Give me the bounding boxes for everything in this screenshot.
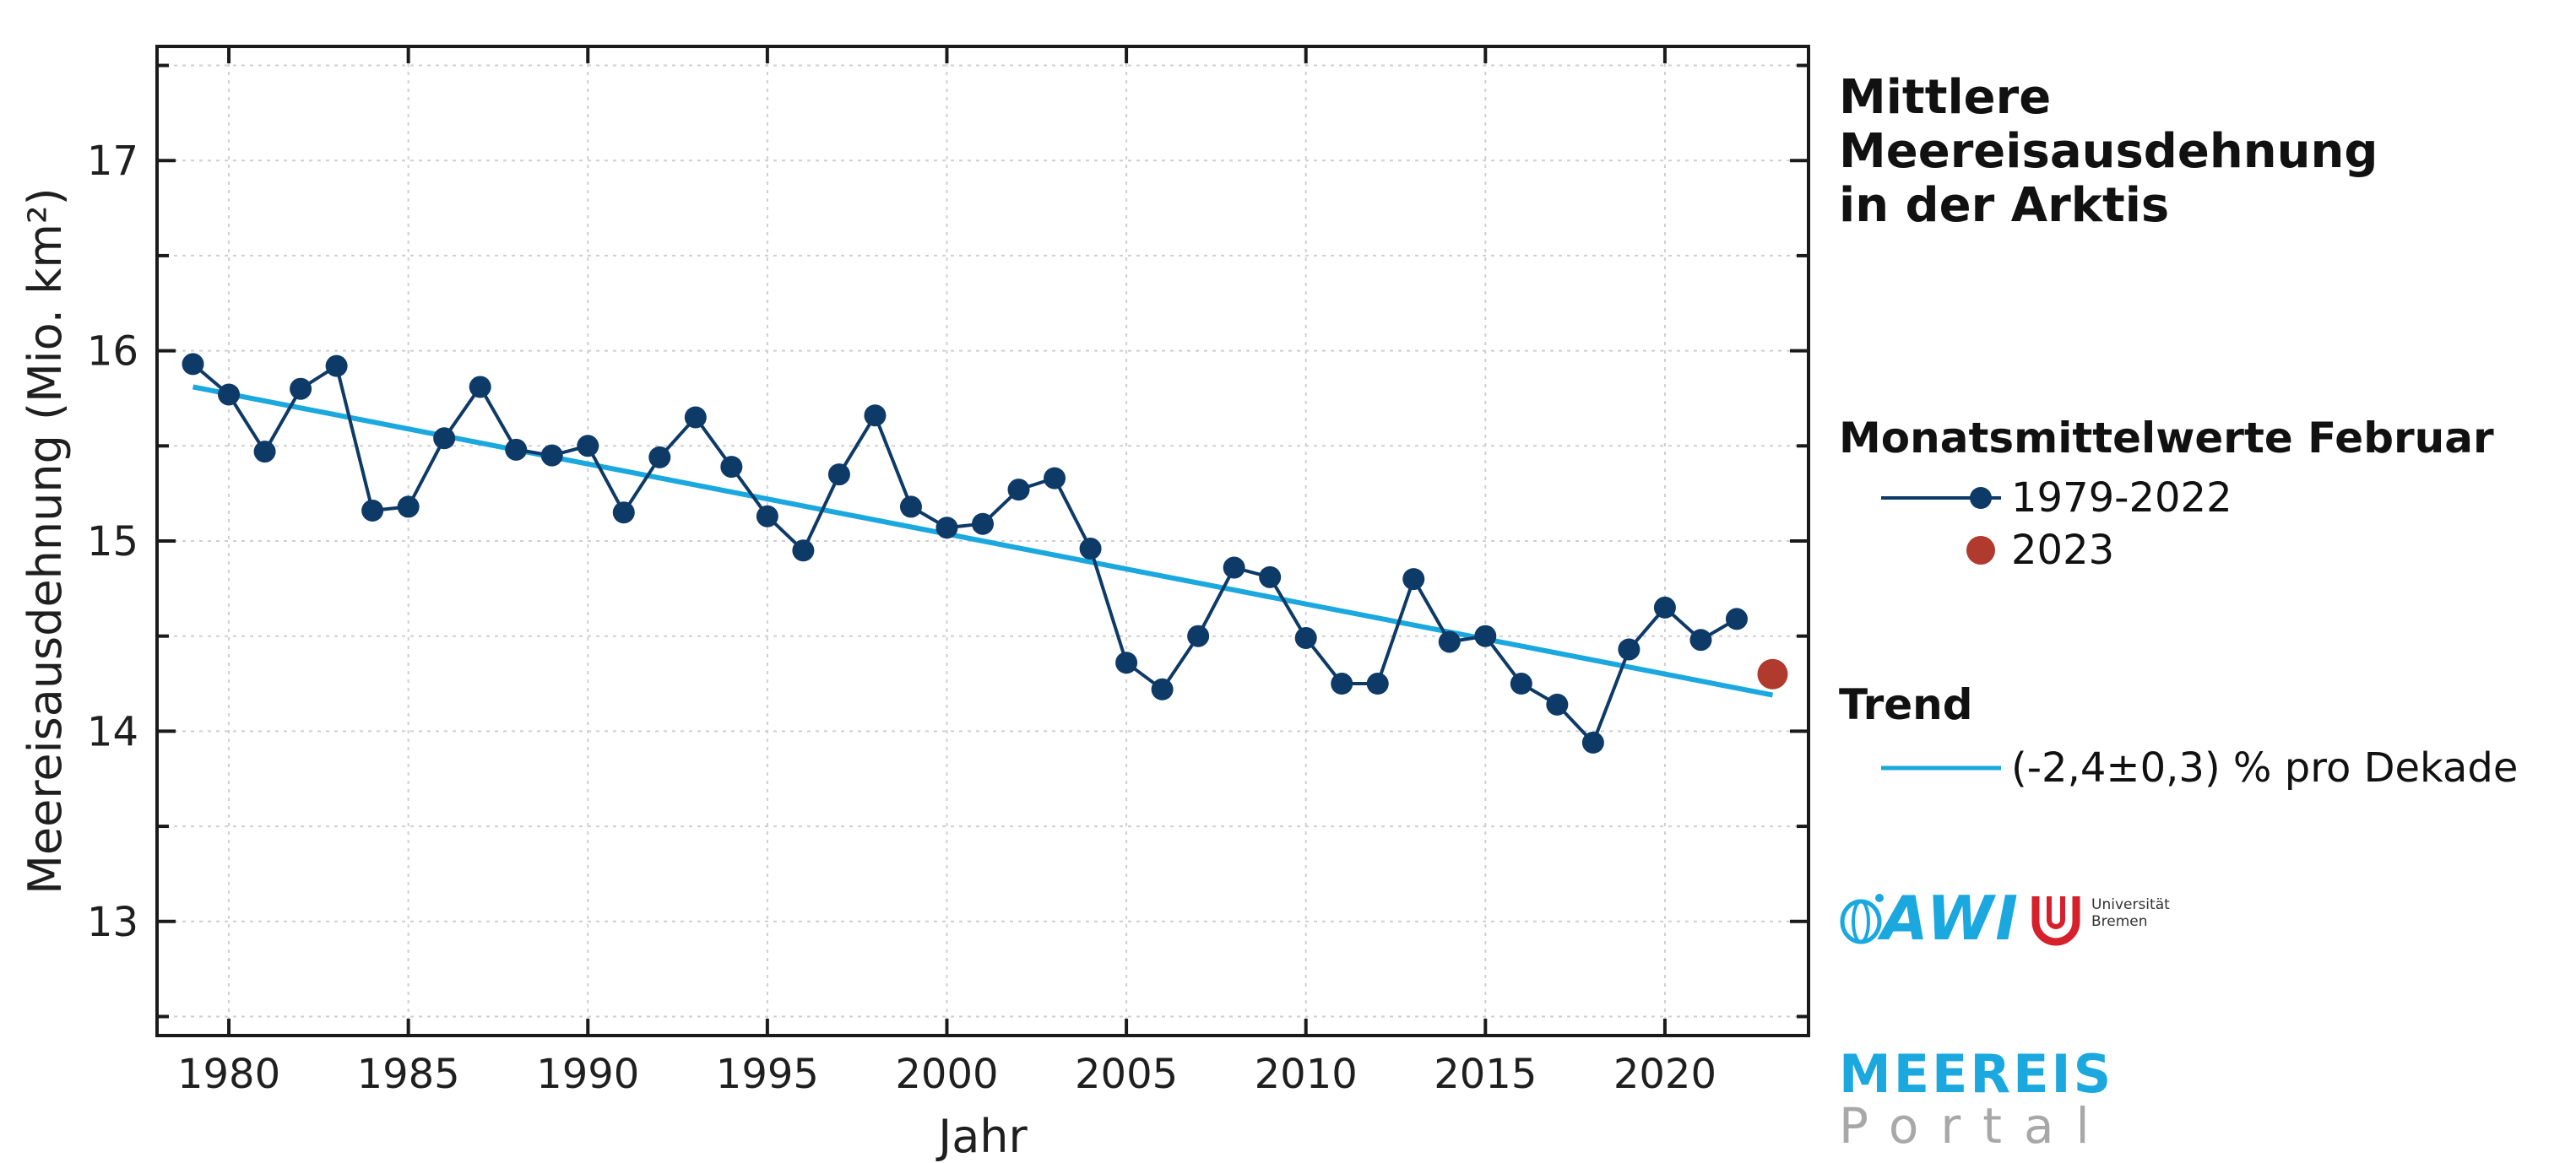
- series-point: [433, 427, 456, 450]
- x-tick-label: 1990: [536, 1051, 639, 1098]
- legend-highlight-label: 2023: [2011, 527, 2115, 574]
- series-point: [1223, 556, 1245, 579]
- y-tick-label: 15: [87, 518, 138, 565]
- series-point: [577, 435, 599, 457]
- y-tick-label: 17: [87, 138, 138, 185]
- series-point: [612, 501, 635, 524]
- y-tick-labels: 13 14 15 16 17: [87, 138, 138, 946]
- series-layer: [182, 353, 1788, 754]
- uni-bremen-logo: Universität Bremen: [2031, 890, 2199, 957]
- series-point: [182, 353, 204, 376]
- series-point: [1689, 629, 1712, 652]
- series-point: [756, 505, 778, 527]
- x-tick-label: 1980: [177, 1051, 280, 1098]
- series-point: [1618, 638, 1641, 661]
- y-tick-label: 16: [87, 328, 138, 376]
- x-tick-label: 2010: [1255, 1051, 1358, 1098]
- grid-lines: [157, 46, 1809, 1036]
- legend-group-monthly: Monatsmittelwerte Februar: [1839, 414, 2494, 462]
- series-point: [1187, 625, 1210, 647]
- series-point: [1653, 596, 1676, 619]
- y-tick-label: 14: [87, 708, 138, 755]
- series-point: [218, 383, 241, 406]
- meereisportal-logo-line2: Portal: [1839, 1097, 2112, 1155]
- trend-layer: [192, 384, 1774, 698]
- highlight-point-2023: [1757, 658, 1788, 690]
- x-tick-labels: 1980 1985 1990 1995 2000 2005 2010 2015 2020: [177, 1051, 1716, 1098]
- series-point: [1115, 652, 1138, 674]
- series-point: [290, 377, 312, 400]
- series-point: [864, 404, 887, 427]
- series-line: [192, 362, 1738, 746]
- x-tick-label: 1985: [357, 1051, 460, 1098]
- series-point: [540, 444, 563, 467]
- legend-group-trend: Trend: [1839, 680, 1973, 729]
- awi-logo-text: AWI: [1881, 883, 2020, 954]
- sea-ice-chart: 1980 1985 1990 1995 2000 2005 2010 2015 2020 131…: [19, 45, 1810, 1163]
- x-tick-label: 2015: [1434, 1051, 1537, 1098]
- y-tick-label: 13: [87, 899, 138, 946]
- series-point: [1044, 467, 1066, 490]
- series-point: [972, 512, 994, 535]
- trend-line: [192, 384, 1774, 698]
- series-point: [648, 446, 671, 468]
- legend-series-swatch: [1881, 487, 2001, 509]
- series-point: [325, 354, 348, 377]
- x-tick-label: 2020: [1613, 1051, 1716, 1098]
- series-point: [1079, 538, 1102, 560]
- series-point: [361, 499, 384, 522]
- plot-frame: [155, 45, 1810, 1037]
- uni-bremen-line2: Bremen: [2091, 913, 2148, 930]
- series-point: [1402, 568, 1425, 591]
- chart-title-line1: Mittlere Meereisausdehnung: [1839, 70, 2378, 179]
- chart-title: Mittlere Meereisausdehnung in der Arktis: [1839, 71, 2565, 233]
- series-point: [1581, 731, 1604, 754]
- uni-bremen-emblem-icon: [2031, 896, 2080, 946]
- series-point: [1007, 479, 1030, 501]
- series-point: [1294, 626, 1317, 649]
- series-point: [1510, 673, 1532, 695]
- series-point: [1546, 693, 1569, 716]
- series-point: [469, 376, 491, 398]
- series-point: [1259, 565, 1282, 588]
- series-point: [827, 463, 850, 486]
- chart-title-line2: in der Arktis: [1839, 178, 2170, 233]
- series-point: [899, 495, 922, 518]
- legend-item-series: 1979-2022: [1839, 473, 2514, 523]
- series-point: [792, 539, 815, 562]
- series-point: [1366, 673, 1389, 695]
- series-point: [684, 406, 707, 429]
- meereisportal-logo-line1: MEEREIS: [1839, 1043, 2114, 1105]
- series-point: [720, 456, 743, 479]
- series-point: [1331, 673, 1353, 695]
- legend-trend-label: (-2,4±0,3) % pro Dekade: [2011, 744, 2519, 792]
- axis-ticks: [157, 46, 1809, 1036]
- series-point: [397, 495, 420, 518]
- series-point: [1725, 608, 1748, 630]
- legend-highlight-swatch: [1966, 536, 1995, 565]
- series-point: [505, 438, 528, 461]
- globe-icon: [1840, 894, 1884, 944]
- series-point: [1438, 630, 1461, 653]
- awi-logo: AWI: [1839, 883, 2018, 959]
- x-tick-label: 1995: [716, 1051, 819, 1098]
- legend-item-trend: (-2,4±0,3) % pro Dekade: [1839, 743, 2565, 793]
- series-point: [253, 441, 276, 463]
- legend-trend-swatch: [1881, 765, 2001, 771]
- uni-bremen-line1: Universität: [2091, 896, 2170, 913]
- legend-item-highlight: 2023: [1839, 525, 2514, 576]
- series-point: [1474, 625, 1497, 647]
- series-point: [935, 517, 958, 539]
- y-axis-title: Meereisausdehnung (Mio. km²): [19, 187, 72, 894]
- series-point: [1151, 678, 1174, 701]
- x-tick-label: 2005: [1075, 1051, 1178, 1098]
- x-axis-title: Jahr: [935, 1110, 1028, 1163]
- x-tick-label: 2000: [895, 1051, 998, 1098]
- legend-series-label: 1979-2022: [2011, 474, 2232, 522]
